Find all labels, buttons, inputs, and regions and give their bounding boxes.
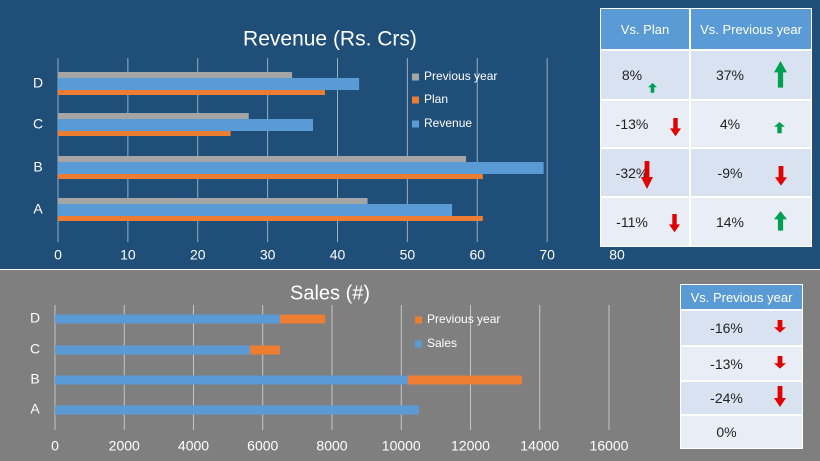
bar <box>55 405 419 415</box>
x-tick-label: 14000 <box>520 438 559 454</box>
x-tick-label: 80 <box>609 247 625 263</box>
x-tick-label: 10 <box>120 247 136 263</box>
table-cell: 4% <box>690 100 812 148</box>
bar <box>58 216 483 221</box>
table-header: Vs. Previous year <box>680 284 803 310</box>
bar <box>58 174 483 179</box>
bar <box>58 156 467 162</box>
x-tick-label: 16000 <box>590 438 629 454</box>
legend-label: Previous year <box>424 69 497 83</box>
table-cell: -11% <box>600 197 690 247</box>
x-tick-label: 2000 <box>109 438 140 454</box>
table-cell: 0% <box>680 415 803 449</box>
table-cell: 8% <box>600 50 690 100</box>
y-tick-label: C <box>30 341 40 357</box>
bar <box>58 119 314 131</box>
x-tick-label: 30 <box>260 247 276 263</box>
legend-swatch <box>412 96 419 104</box>
x-tick-label: 60 <box>469 247 485 263</box>
x-tick-label: 40 <box>330 247 346 263</box>
y-tick-label: D <box>33 75 43 91</box>
table-header: Vs. Plan <box>600 8 690 50</box>
x-tick-label: 10000 <box>382 438 421 454</box>
bar <box>55 375 408 385</box>
x-tick-label: 6000 <box>247 438 278 454</box>
legend-label: Sales <box>427 336 457 350</box>
y-tick-label: D <box>30 310 40 326</box>
table-cell: -16% <box>680 310 803 346</box>
legend-label: Plan <box>424 92 448 106</box>
x-tick-label: 20 <box>190 247 206 263</box>
bar <box>58 198 368 204</box>
table-header: Vs. Previous year <box>690 8 812 50</box>
chart-title: Sales (#) <box>290 282 370 304</box>
table-cell: 14% <box>690 197 812 247</box>
legend-swatch <box>415 316 422 324</box>
table-cell: -13% <box>680 346 803 381</box>
legend-swatch <box>412 73 419 81</box>
y-tick-label: B <box>30 371 39 387</box>
x-tick-label: 50 <box>400 247 416 263</box>
bar <box>58 204 453 216</box>
x-tick-label: 12000 <box>451 438 490 454</box>
table-cell: -13% <box>600 100 690 148</box>
y-tick-label: B <box>33 159 42 175</box>
x-tick-label: 0 <box>54 247 62 263</box>
bar <box>58 131 231 136</box>
y-tick-label: A <box>30 401 40 417</box>
table-cell: 37% <box>690 50 812 100</box>
legend-label: Previous year <box>427 312 500 326</box>
bar <box>58 113 249 119</box>
x-tick-label: 0 <box>51 438 59 454</box>
legend-label: Revenue <box>424 116 472 130</box>
table-cell: -9% <box>690 148 812 197</box>
legend-swatch <box>412 120 419 128</box>
chart-title: Revenue (Rs. Crs) <box>243 28 417 51</box>
y-tick-label: A <box>33 201 43 217</box>
x-tick-label: 4000 <box>178 438 209 454</box>
bar <box>58 72 293 78</box>
y-tick-label: C <box>33 116 43 132</box>
bar <box>58 162 544 174</box>
bar <box>55 314 281 324</box>
x-tick-label: 8000 <box>316 438 347 454</box>
bar <box>55 345 250 355</box>
bar <box>58 78 360 90</box>
legend-swatch <box>415 340 422 348</box>
table-cell: -32% <box>600 148 690 197</box>
bar <box>58 90 325 95</box>
table-cell: -24% <box>680 381 803 415</box>
x-tick-label: 70 <box>539 247 555 263</box>
